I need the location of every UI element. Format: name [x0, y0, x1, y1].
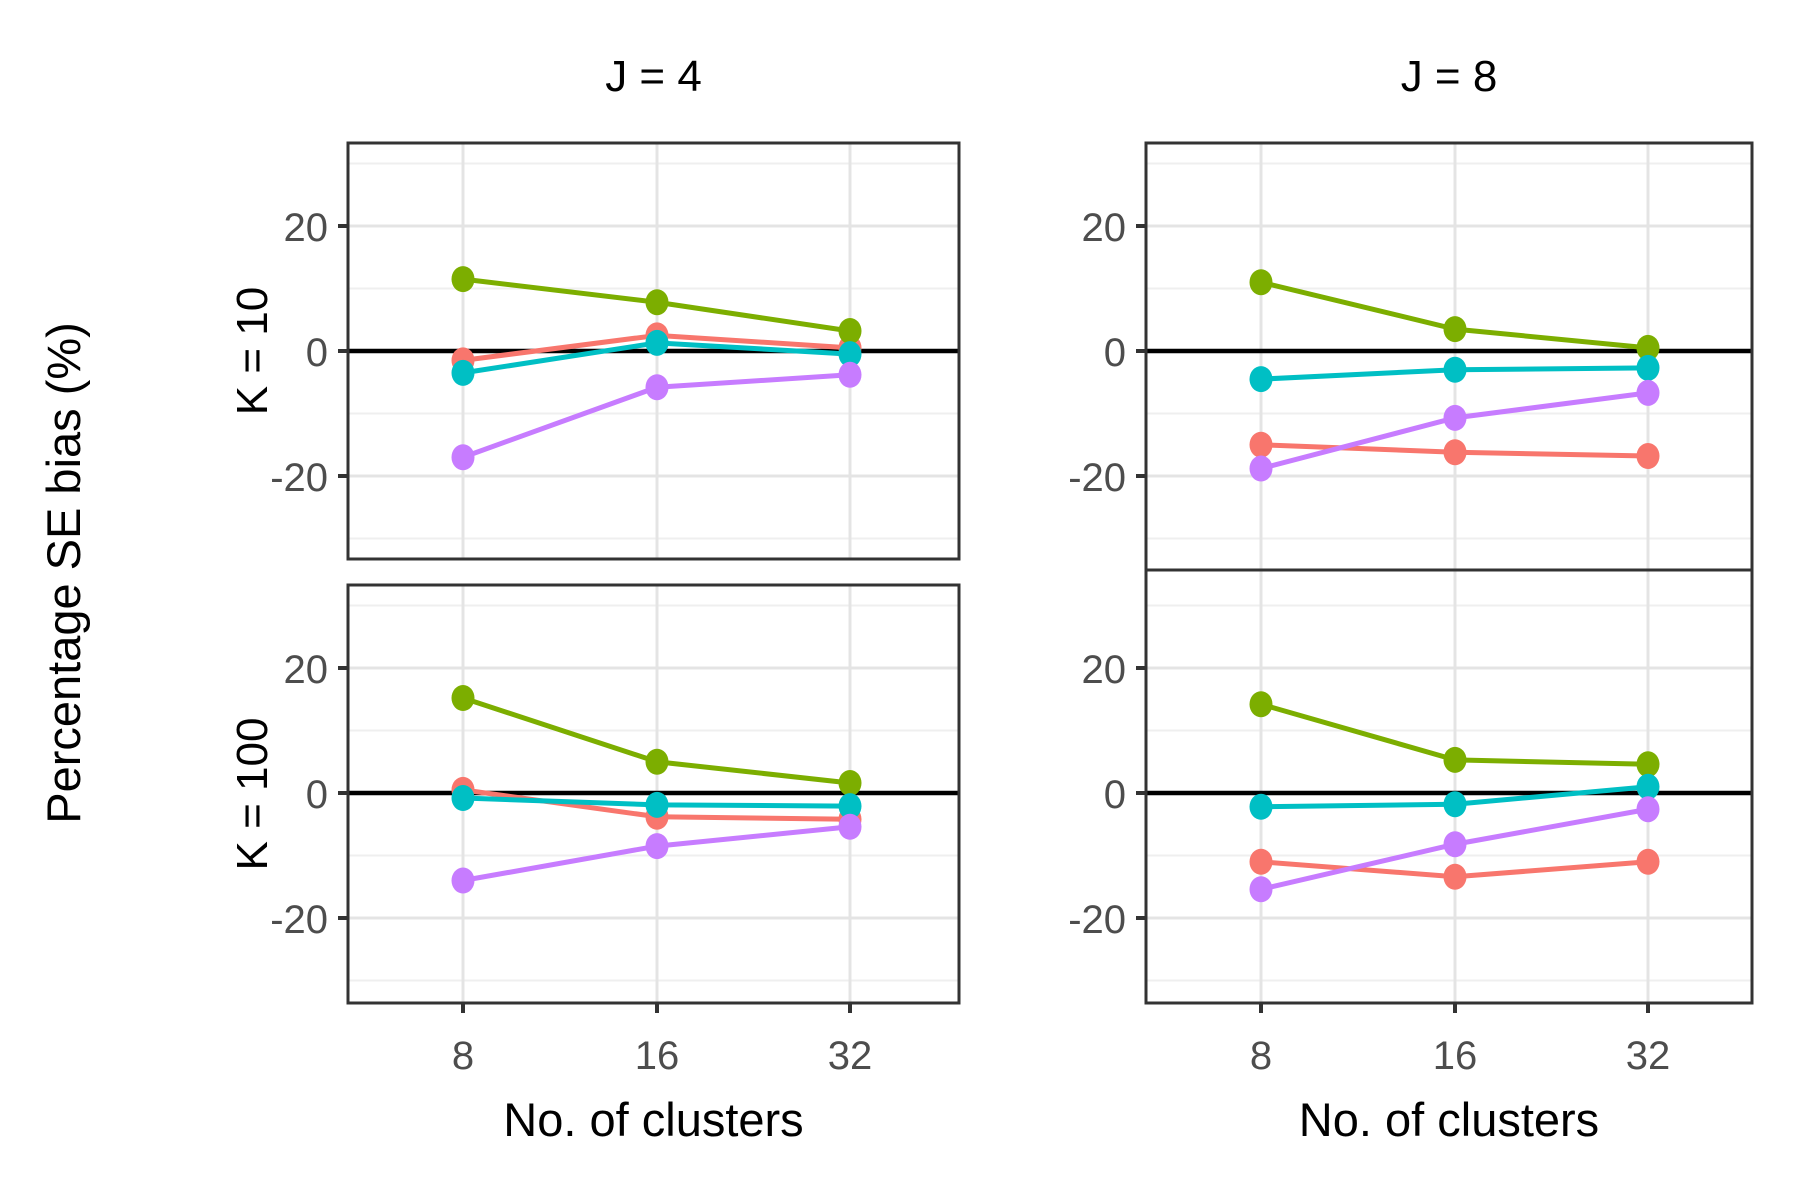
y-axis-title-group: Percentage SE bias (%) [37, 322, 90, 824]
panel-4-K100-J8: 20 0 -20 8 16 32 [1068, 568, 1754, 1078]
y-axis-title: Percentage SE bias (%) [37, 322, 90, 824]
facet-col-label: J = 8 [1401, 52, 1498, 101]
data-point-purple [838, 361, 862, 388]
data-point-olive-green [645, 748, 669, 775]
data-point-purple [1443, 404, 1467, 431]
data-point-salmon [1249, 848, 1273, 875]
data-point-olive-green [1249, 269, 1273, 296]
data-point-teal [1443, 356, 1467, 383]
data-point-teal [1636, 354, 1660, 381]
data-point-purple [1636, 796, 1660, 823]
facet-row-label: K = 100 [228, 718, 277, 871]
data-point-purple [451, 444, 475, 471]
data-point-purple [645, 833, 669, 860]
panel-3-K100-J4: 20 0 -20 8 16 32 [270, 583, 961, 1078]
data-point-teal [1443, 791, 1467, 818]
data-point-salmon [1636, 443, 1660, 469]
y-tick-label: 0 [1104, 331, 1126, 375]
data-point-purple [645, 374, 669, 401]
data-point-olive-green [1636, 334, 1660, 361]
data-point-teal [451, 359, 475, 386]
y-tick-label: 0 [1104, 773, 1126, 817]
panel-background [1146, 143, 1752, 570]
data-point-purple [838, 813, 862, 840]
y-tick-label: 20 [284, 206, 329, 250]
data-point-teal [645, 329, 669, 356]
x-tick-label: 32 [828, 1034, 873, 1078]
x-tick-label: 16 [635, 1034, 680, 1078]
x-axis-title: No. of clusters [503, 1093, 803, 1146]
data-point-salmon [1636, 848, 1660, 875]
data-point-olive-green [1443, 746, 1467, 773]
panel-2-K10-J8: 20 0 -20 [1068, 141, 1754, 572]
data-point-teal [838, 341, 862, 368]
x-tick-label: 16 [1433, 1034, 1478, 1078]
data-point-olive-green [1443, 316, 1467, 343]
data-point-teal [1249, 366, 1273, 393]
data-point-olive-green [1249, 691, 1273, 718]
facet-row-label-group: K = 10 [228, 287, 277, 415]
y-tick-label: -20 [1068, 456, 1126, 500]
x-axis-title: No. of clusters [1299, 1093, 1599, 1146]
data-point-purple [1636, 379, 1660, 406]
data-point-salmon [1443, 439, 1467, 466]
y-tick-label: -20 [1068, 898, 1126, 942]
y-tick-label: -20 [270, 898, 328, 942]
facet-col-label: J = 4 [605, 52, 702, 101]
data-point-teal [838, 793, 862, 820]
y-tick-label: 0 [306, 773, 328, 817]
data-point-salmon [1249, 431, 1273, 458]
facet-row-label-group: K = 100 [228, 718, 277, 871]
y-tick-label: 0 [306, 331, 328, 375]
data-point-olive-green [451, 266, 475, 293]
panel-background [1146, 570, 1752, 1003]
data-point-teal [451, 785, 475, 811]
y-tick-label: 20 [1082, 648, 1127, 692]
x-tick-label: 8 [452, 1034, 474, 1078]
panel-border [1144, 568, 1754, 1005]
x-tick-label: 8 [1250, 1034, 1272, 1078]
data-point-salmon [1443, 863, 1467, 890]
data-point-olive-green [838, 770, 862, 796]
panel-1-K10-J4: 20 0 -20 [270, 141, 961, 561]
data-point-purple [451, 867, 475, 894]
data-point-olive-green [838, 318, 862, 344]
data-point-olive-green [1636, 751, 1660, 778]
data-point-teal [645, 791, 669, 818]
y-tick-label: 20 [284, 648, 329, 692]
y-tick-label: 20 [1082, 206, 1127, 250]
y-tick-label: -20 [270, 456, 328, 500]
data-point-teal [1249, 793, 1273, 820]
data-point-purple [1249, 876, 1273, 903]
data-point-purple [1443, 831, 1467, 858]
data-point-olive-green [451, 685, 475, 711]
data-point-teal [1636, 773, 1660, 800]
x-tick-label: 32 [1626, 1034, 1671, 1078]
data-point-purple [1249, 455, 1273, 482]
facet-row-label: K = 10 [228, 287, 277, 415]
data-point-olive-green [645, 289, 669, 316]
